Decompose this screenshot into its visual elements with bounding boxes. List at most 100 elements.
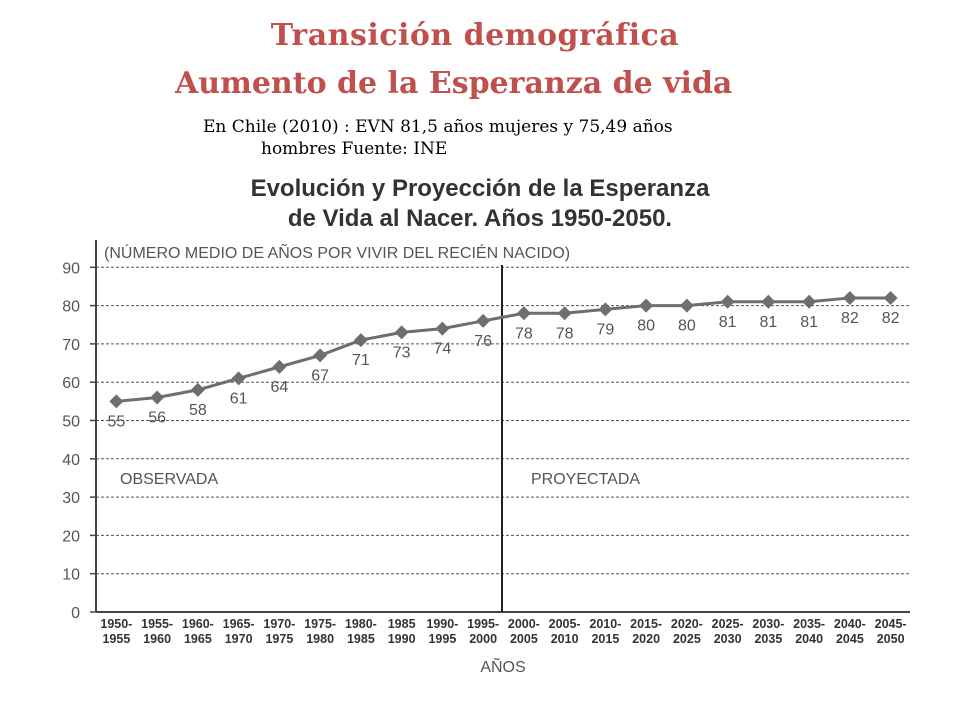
data-labels: 55 56 58 61 64 67 71 73 74 76 78 78 79 80 80 81 81 81 82 82 (107, 310, 899, 430)
data-label-17: 81 (800, 314, 818, 331)
x-tick-label-19-b: 2050 (877, 632, 905, 646)
data-point-5 (313, 348, 328, 363)
data-label-13: 80 (637, 318, 655, 335)
source-note: En Chile (2010) : EVN 81,5 años mujeres … (203, 116, 863, 160)
x-tick-label-9-b: 2000 (469, 632, 497, 646)
x-tick-label-9-a: 1995- (467, 617, 499, 631)
y-tick-label-20: 20 (62, 528, 80, 545)
data-point-10 (516, 306, 531, 321)
data-label-15: 81 (719, 314, 737, 331)
data-label-6: 71 (352, 352, 370, 369)
data-label-2: 58 (189, 402, 207, 419)
x-tick-label-8-b: 1995 (428, 632, 456, 646)
x-tick-label-7-b: 1990 (388, 632, 416, 646)
data-point-11 (557, 306, 572, 321)
data-label-10: 78 (515, 325, 533, 342)
x-axis-label: AÑOS (480, 656, 525, 676)
data-point-12 (598, 302, 613, 317)
y-tick-label-80: 80 (62, 299, 80, 316)
data-point-6 (353, 333, 368, 348)
data-label-0: 55 (107, 413, 125, 430)
x-tick-label-8-a: 1990- (426, 617, 458, 631)
x-tick-label-4-b: 1975 (265, 632, 293, 646)
data-point-2 (190, 382, 205, 397)
data-point-19 (883, 290, 898, 305)
projected-label: PROYECTADA (531, 471, 640, 488)
y-tick-label-50: 50 (62, 414, 80, 431)
x-tick-label-15-b: 2030 (714, 632, 742, 646)
data-point-0 (109, 394, 124, 409)
data-label-5: 67 (311, 367, 329, 384)
x-tick-label-18-a: 2040- (834, 617, 866, 631)
x-tick-label-2-a: 1960- (182, 617, 214, 631)
x-tick-label-16-b: 2035 (754, 632, 782, 646)
data-point-17 (802, 294, 817, 309)
data-points (109, 290, 898, 409)
data-label-16: 81 (759, 314, 777, 331)
data-point-1 (150, 390, 165, 405)
data-point-16 (761, 294, 776, 309)
x-tick-label-11-b: 2010 (551, 632, 579, 646)
data-point-7 (394, 325, 409, 340)
x-tick-label-4-a: 1970- (263, 617, 295, 631)
note-line-2: hombres Fuente: INE (261, 139, 448, 159)
y-tick-label-0: 0 (71, 605, 80, 622)
chart-title-line-1: Evolución y Proyección de la Esperanza (251, 175, 710, 202)
x-tick-label-17-a: 2035- (793, 617, 825, 631)
data-label-3: 61 (230, 390, 248, 407)
x-tick-label-1-b: 1960 (143, 632, 171, 646)
x-tick-label-3-b: 1970 (225, 632, 253, 646)
x-tick-label-7-a: 1985 (388, 617, 416, 631)
x-tick-label-6-a: 1980- (345, 617, 377, 631)
y-tick-label-10: 10 (62, 567, 80, 584)
y-tick-label-70: 70 (62, 337, 80, 354)
x-tick-label-12-a: 2010- (589, 617, 621, 631)
data-label-1: 56 (148, 410, 166, 427)
slide-title: Transición demográfica (270, 18, 680, 53)
x-tick-label-15-a: 2025- (712, 617, 744, 631)
x-tick-label-5-a: 1975- (304, 617, 336, 631)
x-tick-label-16-a: 2030- (752, 617, 784, 631)
x-tick-label-1-a: 1955- (141, 617, 173, 631)
y-tick-labels: 0 10 20 30 40 50 60 70 80 90 (62, 260, 96, 622)
data-point-8 (435, 321, 450, 336)
x-tick-label-6-b: 1985 (347, 632, 375, 646)
y-tick-label-40: 40 (62, 452, 80, 469)
x-tick-label-18-b: 2045 (836, 632, 864, 646)
data-label-11: 78 (556, 325, 574, 342)
x-tick-label-14-a: 2020- (671, 617, 703, 631)
data-point-18 (842, 290, 857, 305)
y-axis-label: (NÚMERO MEDIO DE AÑOS POR VIVIR DEL RECI… (104, 242, 570, 262)
x-tick-label-3-a: 1965- (223, 617, 255, 631)
chart-title-line-2: de Vida al Nacer. Años 1950-2050. (288, 205, 672, 232)
x-tick-label-12-b: 2015 (591, 632, 619, 646)
data-point-4 (272, 359, 287, 374)
data-label-4: 64 (270, 379, 288, 396)
y-tick-label-30: 30 (62, 490, 80, 507)
data-label-18: 82 (841, 310, 859, 327)
data-point-13 (639, 298, 654, 313)
x-tick-label-2-b: 1965 (184, 632, 212, 646)
x-tick-label-14-b: 2025 (673, 632, 701, 646)
data-label-7: 73 (393, 344, 411, 361)
data-point-14 (679, 298, 694, 313)
x-tick-label-10-a: 2000- (508, 617, 540, 631)
x-tick-label-10-b: 2005 (510, 632, 538, 646)
y-tick-label-90: 90 (62, 260, 80, 277)
data-label-19: 82 (882, 310, 900, 327)
x-tick-label-13-a: 2015- (630, 617, 662, 631)
data-label-12: 79 (596, 321, 614, 338)
x-tick-labels: 1950-1955 1955-1960 1960-1965 1965-1970 1970… (100, 617, 906, 646)
data-label-14: 80 (678, 318, 696, 335)
x-tick-label-0-a: 1950- (100, 617, 132, 631)
slide-subtitle: Aumento de la Esperanza de vida (175, 66, 733, 101)
data-point-15 (720, 294, 735, 309)
x-tick-label-17-b: 2040 (795, 632, 823, 646)
data-label-9: 76 (474, 333, 492, 350)
data-point-9 (476, 313, 491, 328)
observed-label: OBSERVADA (120, 471, 218, 488)
data-label-8: 74 (433, 341, 451, 358)
data-point-3 (231, 371, 246, 386)
x-tick-label-13-b: 2020 (632, 632, 660, 646)
